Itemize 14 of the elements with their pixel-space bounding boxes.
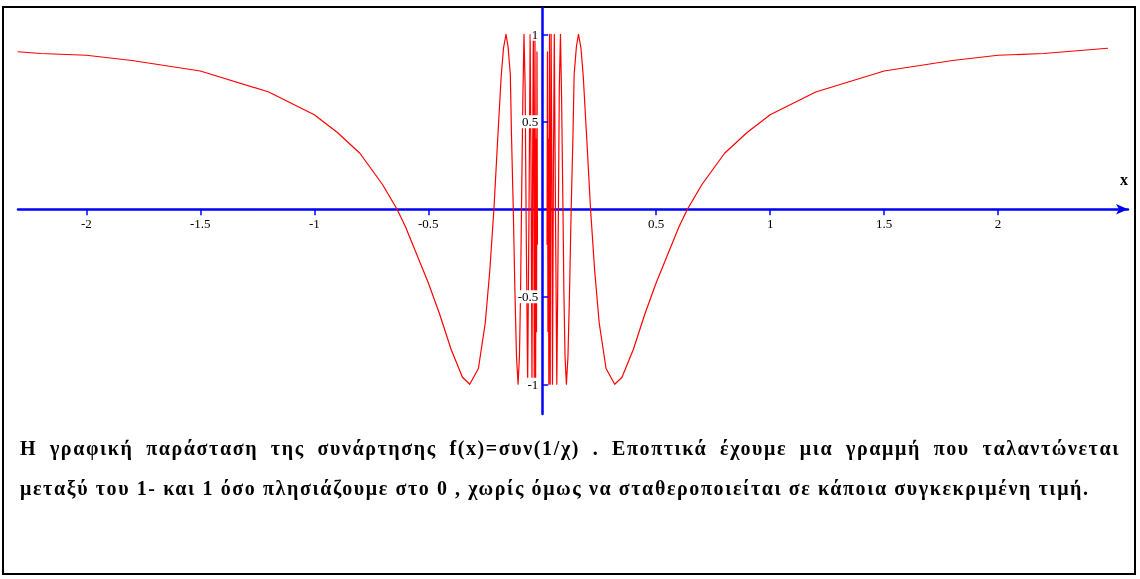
y-tick-label: -0.5: [517, 289, 539, 305]
x-tick-label: -1: [308, 216, 320, 232]
x-tick-label: -1.5: [190, 216, 211, 232]
x-tick-label: 1: [766, 216, 774, 232]
y-tick-label: 1: [531, 26, 539, 42]
y-tick-label: 0.5: [521, 114, 539, 130]
x-tick-label: 1.5: [875, 216, 893, 232]
x-axis-title: x: [1120, 170, 1128, 188]
text: Η γραφική παράσταση της συνάρτησης f(x)=συν(1/χ) . Εποπτικά έχουμε μια γραμμή που ταλαντώνεται μεταξύ του 1- και 1 όσο πλησιάζουμε στο 0 , χωρίς όμως να σταθεροποιείται σε κάποια συγκεκριμένη τιμή.: [20, 436, 1120, 502]
x-tick-label: -0.5: [417, 216, 439, 232]
y-tick-label: -1: [527, 376, 539, 392]
x-tick-label: 0.5: [648, 216, 665, 232]
x-tick-label: 2: [994, 216, 1002, 232]
x-tick-label: -2: [80, 216, 92, 232]
